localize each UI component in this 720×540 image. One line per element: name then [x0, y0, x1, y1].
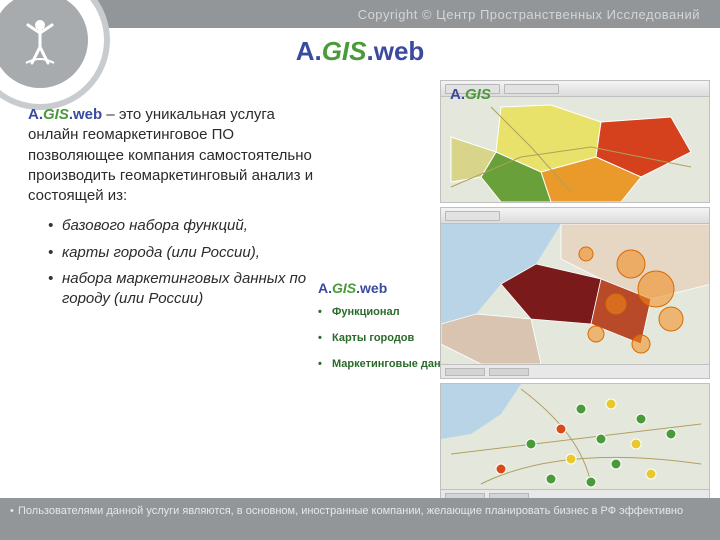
features-title-gis: GIS	[332, 280, 356, 296]
points-svg	[441, 384, 709, 489]
lead-brand-web: .web	[69, 106, 102, 123]
footer-bar: Пользователями данной услуги являются, в…	[0, 498, 720, 540]
footer-text: Пользователями данной услуги являются, в…	[10, 504, 710, 519]
features-title-web: .web	[356, 280, 387, 296]
map-toolbar	[441, 208, 709, 224]
map-canvas-choropleth	[441, 97, 709, 202]
map-previews: A.GIS	[440, 80, 710, 508]
title-a: A.	[296, 36, 322, 66]
slide: Copyright © Центр Пространственных Иссле…	[0, 0, 720, 540]
features-title-a: A.	[318, 280, 332, 296]
bullet-item: базового набора функций,	[48, 216, 328, 236]
lead-brand-gis: GIS	[43, 106, 69, 123]
main-description: A.GIS.web – это уникальная услуга онлайн…	[28, 105, 328, 315]
choropleth-svg	[441, 97, 709, 202]
bottombar-button[interactable]	[445, 368, 485, 376]
lead-brand-a: A.	[28, 106, 43, 123]
map-bottombar	[441, 364, 709, 378]
maps-label-gis: GIS	[465, 86, 491, 103]
heat-svg	[441, 224, 709, 364]
maps-label-a: A.	[450, 86, 465, 103]
title-gis: GIS	[322, 36, 367, 66]
bullet-item: карты города (или России),	[48, 243, 328, 263]
main-bullets: базового набора функций, карты города (и…	[28, 216, 328, 309]
lead-paragraph: A.GIS.web – это уникальная услуга онлайн…	[28, 105, 328, 206]
toolbar-button[interactable]	[445, 211, 500, 221]
map-canvas-heat	[441, 224, 709, 364]
toolbar-button[interactable]	[504, 84, 559, 94]
bottombar-button[interactable]	[489, 368, 529, 376]
page-title: A.GIS.web	[0, 36, 720, 67]
map-frame-2	[440, 207, 710, 379]
maps-label: A.GIS	[450, 86, 491, 103]
bullet-item: набора маркетинговых данных по городу (и…	[48, 269, 328, 310]
map-canvas-points	[441, 384, 709, 489]
copyright-text: Copyright © Центр Пространственных Иссле…	[358, 7, 700, 22]
map-frame-3	[440, 383, 710, 504]
title-web: .web	[367, 36, 425, 66]
